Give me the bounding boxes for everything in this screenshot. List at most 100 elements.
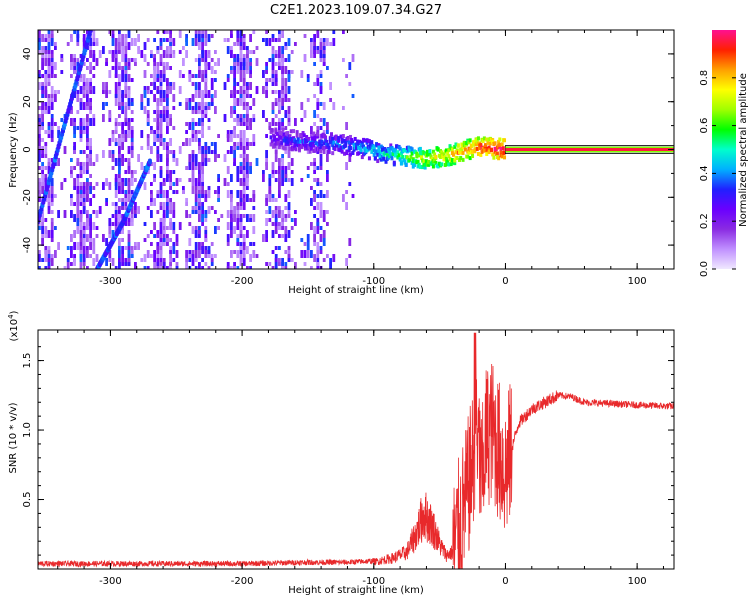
spectrogram-cell: [284, 78, 288, 86]
spectrogram-cell: [127, 90, 131, 98]
spectrogram-cell: [41, 90, 44, 94]
spectrogram-cell: [198, 118, 201, 126]
spectrogram-cell: [169, 30, 172, 34]
spectrogram-cell: [252, 118, 256, 122]
spectrogram-cell: [188, 154, 192, 162]
spectrogram-cell: [316, 114, 320, 118]
spectrogram-cell: [319, 182, 323, 186]
spectrogram-cell: [313, 62, 316, 66]
spectrogram-track-cell: [456, 143, 460, 148]
spectrogram-cell: [271, 222, 275, 226]
spectrogram-cell: [274, 102, 278, 106]
spectrogram-cell: [271, 46, 275, 50]
spectrogram-cell: [44, 82, 48, 86]
spectrogram-cell: [166, 158, 169, 166]
spectrogram-cell: [114, 210, 118, 214]
spectrogram-cell: [156, 66, 160, 74]
spectrogram-cell: [108, 234, 112, 238]
spectrogram-cell: [246, 70, 249, 74]
spectrogram-cell: [226, 266, 230, 269]
spectrogram-cell: [239, 118, 243, 122]
spectrogram-cell: [313, 226, 316, 234]
spectrogram-track-cell: [378, 154, 382, 159]
spectrogram-cell: [310, 126, 313, 134]
spectrogram-cell: [146, 38, 150, 42]
spectrogram-track-cell: [344, 143, 348, 148]
spectrogram-track-cell: [421, 165, 425, 170]
spectrogram-cell: [230, 210, 233, 214]
spectrogram-cell: [268, 122, 272, 126]
spectrogram-cell: [44, 102, 48, 106]
spectrogram-track-cell: [466, 154, 470, 159]
spectrogram-cell: [118, 86, 121, 90]
spectrogram-cell: [239, 146, 243, 150]
spectrogram-cell: [281, 34, 284, 38]
spectrogram-track-cell: [457, 157, 461, 162]
spectrogram-track-cell: [315, 134, 319, 139]
spectrogram-cell: [322, 118, 326, 126]
spectrogram-cell: [188, 102, 192, 110]
spectrogram-cell: [201, 90, 204, 98]
spectrogram-cell: [143, 254, 147, 262]
spectrogram-cell: [105, 202, 108, 206]
spectrogram-cell: [255, 254, 259, 258]
spectrogram-cell: [41, 62, 44, 70]
spectrogram-track-cell: [330, 132, 334, 137]
spectrogram-cell: [326, 170, 329, 174]
spectrogram-track-cell: [440, 150, 444, 155]
spectrogram-track-cell: [440, 162, 444, 167]
spectrogram-cell: [118, 122, 121, 126]
spectrogram-cell: [226, 210, 230, 218]
spectrogram-cell: [262, 110, 265, 118]
spectrogram-cell: [159, 102, 163, 106]
spectrogram-cell: [274, 82, 278, 86]
spectrogram-cell: [194, 154, 198, 158]
spectrogram-cell: [313, 82, 316, 86]
spectrogram-cell: [319, 70, 323, 74]
spectrogram-cell: [207, 186, 211, 190]
spectrogram-cell: [201, 154, 204, 162]
spectrogram-cell: [159, 46, 163, 50]
spectrogram-cell: [207, 254, 211, 258]
spectrogram-cell: [146, 134, 150, 138]
spectrogram-x-tick-label: -200: [231, 276, 254, 287]
spectrogram-cell: [89, 242, 92, 250]
spectrogram-cell: [57, 158, 60, 166]
snr-y-multiplier: (x104): [7, 310, 20, 341]
spectrogram-cell: [242, 182, 246, 186]
spectrogram-cell: [236, 166, 240, 174]
spectrogram-cell: [79, 122, 83, 126]
spectrogram-cell: [79, 182, 83, 186]
spectrogram-cell: [102, 182, 105, 190]
spectrogram-cell: [166, 190, 169, 198]
spectrogram-cell: [345, 162, 348, 170]
spectrogram-cell: [146, 170, 150, 174]
spectrogram-cell: [182, 46, 185, 50]
spectrogram-cell: [172, 50, 176, 54]
spectrogram-cell: [268, 174, 272, 178]
spectrogram-cell: [38, 150, 41, 154]
spectrogram-cell: [210, 94, 214, 98]
spectrogram-track-cell: [486, 137, 490, 142]
spectrogram-cell: [319, 54, 323, 58]
spectrogram-cell: [66, 262, 70, 269]
spectrogram-track-cell: [367, 156, 371, 161]
spectrogram-cell: [41, 170, 44, 174]
spectrogram-track-cell: [283, 134, 287, 139]
spectrogram-cell: [60, 70, 64, 74]
spectrogram-track-cell: [499, 150, 503, 155]
spectrogram-cell: [89, 254, 92, 258]
spectrogram-cell: [274, 150, 278, 154]
spectrogram-cell: [182, 74, 185, 78]
spectrogram-cell: [265, 134, 268, 138]
spectrogram-cell: [118, 262, 121, 269]
spectrogram-cell: [86, 138, 89, 142]
spectrogram-cell: [111, 214, 115, 218]
spectrogram-track-cell: [372, 148, 376, 153]
spectrogram-cell: [191, 74, 195, 78]
spectrogram-cell: [118, 34, 121, 38]
spectrogram-cell: [246, 266, 249, 269]
spectrogram-track-cell: [293, 144, 297, 149]
spectrogram-track-cell: [388, 149, 392, 154]
spectrogram-cell: [242, 154, 246, 158]
